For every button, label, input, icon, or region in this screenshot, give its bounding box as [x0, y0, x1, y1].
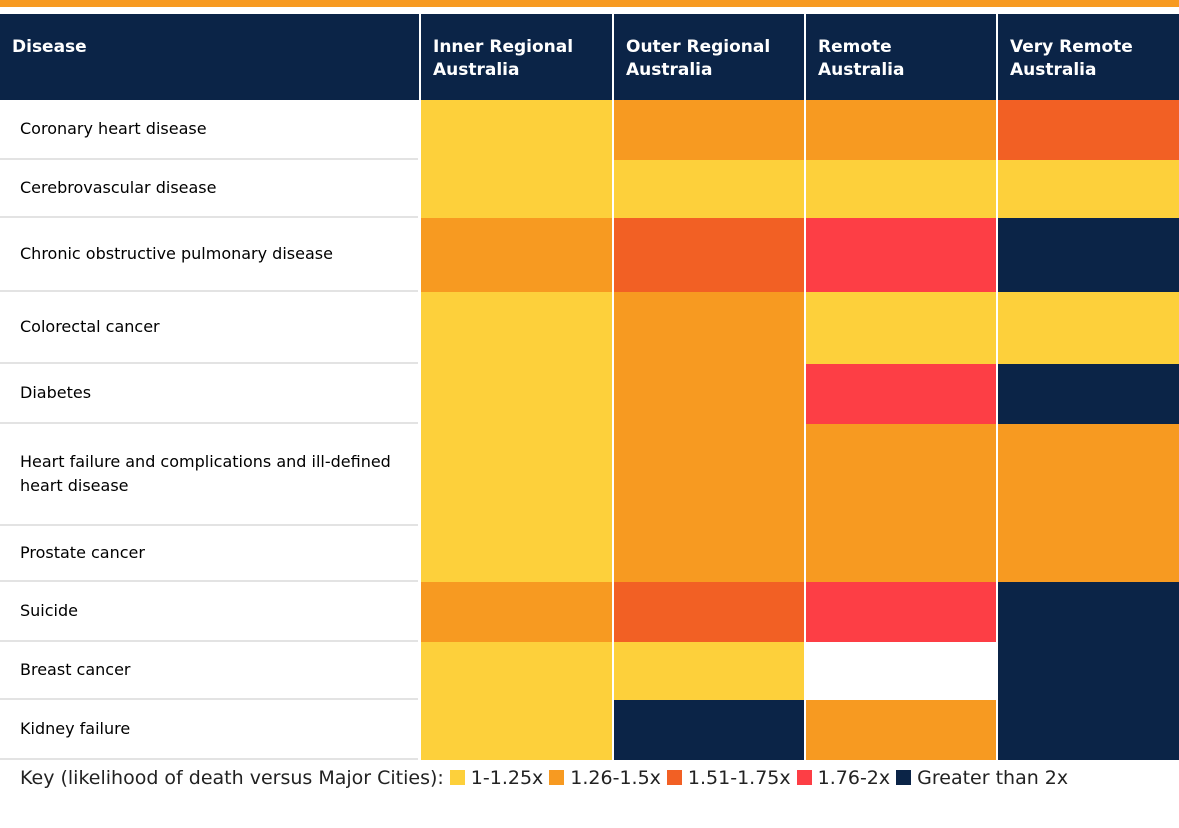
disease-name: Coronary heart disease	[0, 100, 418, 160]
heat-cell	[806, 582, 996, 642]
heat-cell	[614, 700, 804, 760]
heat-cell	[998, 424, 1179, 526]
heat-cell	[614, 160, 804, 218]
heat-cell	[421, 160, 612, 218]
heat-cell	[614, 364, 804, 424]
legend-swatch	[896, 770, 912, 785]
column-header: Disease	[0, 14, 419, 100]
heat-cell	[421, 100, 612, 160]
legend-label: 1-1.25x	[470, 767, 544, 789]
heat-cell	[806, 364, 996, 424]
disease-name: Breast cancer	[0, 642, 418, 700]
legend-label: Greater than 2x	[917, 767, 1069, 789]
disease-name: Cerebrovascular disease	[0, 160, 418, 218]
heat-cell	[421, 424, 612, 526]
heat-cell	[806, 218, 996, 292]
disease-name: Colorectal cancer	[0, 292, 418, 364]
heat-cell	[998, 160, 1179, 218]
heat-cell	[421, 582, 612, 642]
heat-cell	[806, 700, 996, 760]
heat-cell	[421, 218, 612, 292]
column-header: Inner Regional Australia	[421, 14, 612, 100]
top-stripe	[0, 0, 1179, 7]
disease-name: Prostate cancer	[0, 526, 418, 582]
heat-cell	[998, 642, 1179, 700]
heat-cell	[806, 292, 996, 364]
legend: Key (likelihood of death versus Major Ci…	[0, 764, 1179, 793]
heat-cell	[998, 100, 1179, 160]
heat-cell	[614, 582, 804, 642]
legend-label: 1.51-1.75x	[687, 767, 791, 789]
heat-cell	[998, 582, 1179, 642]
legend-title: Key (likelihood of death versus Major Ci…	[20, 767, 444, 789]
legend-swatch	[449, 770, 465, 785]
heat-cell	[998, 700, 1179, 760]
heat-cell	[998, 526, 1179, 582]
heat-cell	[998, 218, 1179, 292]
heat-cell	[998, 364, 1179, 424]
heat-cell	[614, 526, 804, 582]
legend-label: 1.26-1.5x	[570, 767, 661, 789]
heat-cell	[806, 160, 996, 218]
column-header: Outer Regional Australia	[614, 14, 804, 100]
heat-cell	[421, 526, 612, 582]
legend-swatch	[666, 770, 682, 785]
heat-cell	[421, 292, 612, 364]
heat-cell	[614, 424, 804, 526]
legend-swatch	[796, 770, 812, 785]
heat-cell	[806, 100, 996, 160]
heat-cell	[614, 642, 804, 700]
disease-name: Diabetes	[0, 364, 418, 424]
disease-name: Heart failure and complications and ill-…	[0, 424, 418, 526]
heat-cell	[806, 526, 996, 582]
disease-name: Kidney failure	[0, 700, 418, 760]
disease-name: Chronic obstructive pulmonary disease	[0, 218, 418, 292]
heat-cell	[614, 292, 804, 364]
disease-name: Suicide	[0, 582, 418, 642]
legend-label: 1.76-2x	[817, 767, 891, 789]
column-header: Very Remote Australia	[998, 14, 1179, 100]
heat-cell	[421, 364, 612, 424]
heat-cell	[614, 100, 804, 160]
heat-cell	[421, 642, 612, 700]
column-header: Remote Australia	[806, 14, 996, 100]
heat-cell	[806, 424, 996, 526]
legend-swatch	[549, 770, 565, 785]
heat-cell	[421, 700, 612, 760]
heat-cell	[998, 292, 1179, 364]
heat-cell	[614, 218, 804, 292]
